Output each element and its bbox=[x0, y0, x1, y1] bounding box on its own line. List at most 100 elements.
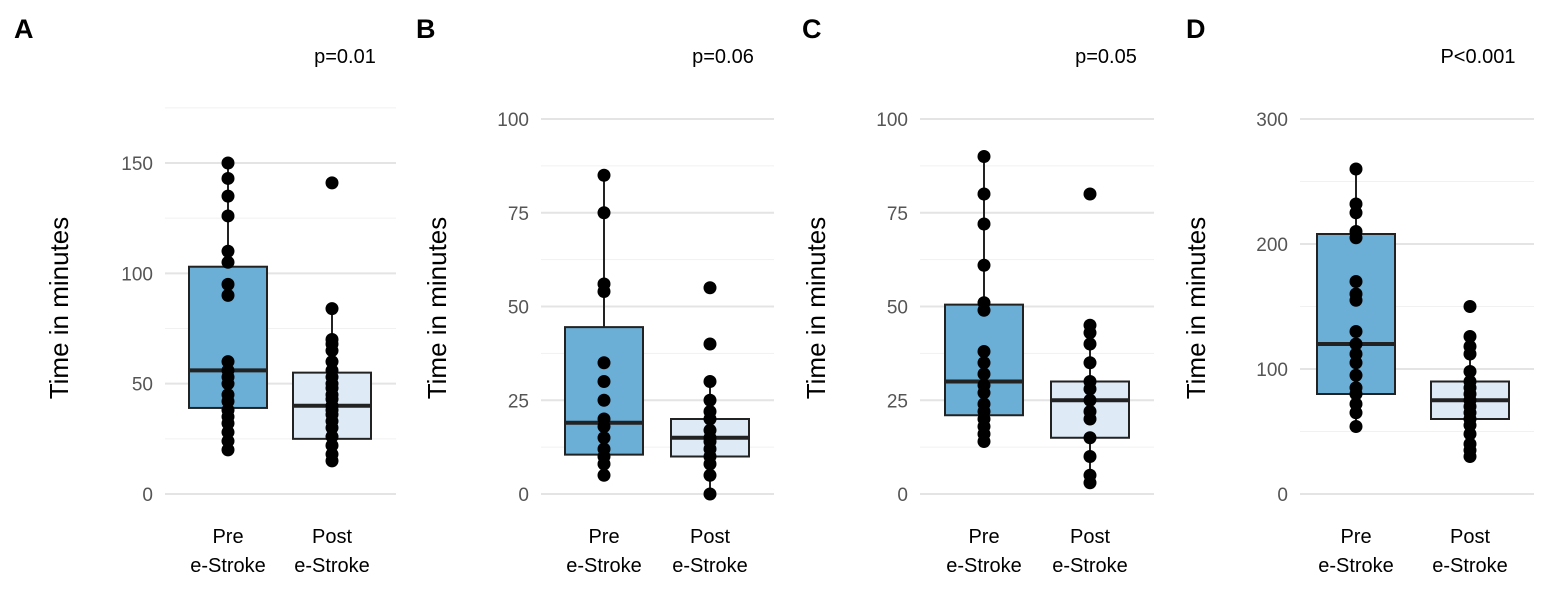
data-point bbox=[221, 388, 235, 402]
data-point bbox=[597, 468, 611, 482]
data-point bbox=[1349, 347, 1363, 361]
y-tick-label: 100 bbox=[876, 110, 908, 131]
data-point bbox=[1083, 468, 1097, 482]
data-point bbox=[1083, 337, 1097, 351]
data-point bbox=[221, 209, 235, 223]
data-point bbox=[1349, 337, 1363, 351]
y-tick-label: 300 bbox=[1256, 110, 1288, 131]
data-point bbox=[221, 277, 235, 291]
data-point bbox=[221, 255, 235, 269]
data-point bbox=[1349, 420, 1363, 433]
data-point bbox=[977, 356, 991, 370]
data-point bbox=[703, 423, 717, 437]
x-category-label: e-Stroke bbox=[946, 555, 1022, 577]
data-point bbox=[703, 468, 717, 482]
data-point bbox=[1463, 437, 1477, 451]
x-category-label: Pre bbox=[588, 526, 619, 548]
data-point bbox=[1083, 431, 1097, 445]
data-point bbox=[703, 393, 717, 407]
panel-letter: C bbox=[802, 14, 822, 44]
x-category-label: e-Stroke bbox=[294, 555, 370, 577]
data-point bbox=[703, 281, 717, 295]
y-axis-label: Time in minutes bbox=[44, 217, 74, 400]
panel-d: D P<0.001 0 100 200 300 Time in minutes Pre e-St… bbox=[1181, 14, 1534, 577]
y-tick-label: 0 bbox=[897, 485, 908, 506]
x-category-label: Post bbox=[312, 526, 352, 548]
x-category-label: Post bbox=[1070, 526, 1110, 548]
panel-b: Bp=0.06 0 25 50 75 100 Time in minutes Pre e-Str… bbox=[416, 14, 774, 577]
y-tick-label: 50 bbox=[132, 375, 153, 396]
data-point bbox=[597, 356, 611, 370]
data-point bbox=[597, 168, 611, 182]
data-point bbox=[597, 442, 611, 456]
x-category-label: Pre bbox=[212, 526, 243, 548]
data-point bbox=[977, 296, 991, 310]
data-point bbox=[703, 375, 717, 388]
data-point bbox=[1463, 340, 1477, 353]
data-point bbox=[1463, 330, 1477, 343]
data-point bbox=[221, 288, 235, 302]
data-point bbox=[1463, 375, 1477, 388]
x-category-label: e-Stroke bbox=[190, 555, 266, 577]
data-point bbox=[325, 355, 339, 369]
data-point bbox=[977, 258, 991, 272]
data-point bbox=[977, 345, 991, 358]
panel-a: Ap=0.01 0 50 100 150 Time in minutes Pre e-Stro… bbox=[14, 14, 396, 577]
y-tick-label: 200 bbox=[1256, 235, 1288, 256]
data-point bbox=[977, 150, 991, 163]
data-point bbox=[1349, 381, 1363, 395]
p-value-label: p=0.05 bbox=[1075, 46, 1137, 68]
y-tick-label: 0 bbox=[518, 485, 529, 506]
data-point bbox=[1083, 405, 1097, 418]
data-point bbox=[977, 187, 991, 201]
data-point bbox=[1083, 393, 1097, 407]
y-tick-label: 25 bbox=[887, 391, 908, 412]
data-point bbox=[703, 337, 717, 351]
data-point bbox=[221, 156, 235, 170]
panel-letter: B bbox=[416, 14, 436, 44]
y-axis-label: Time in minutes bbox=[1181, 217, 1211, 400]
p-value-label: p=0.01 bbox=[314, 46, 376, 68]
data-point bbox=[325, 302, 339, 316]
data-point bbox=[1349, 287, 1363, 301]
data-point bbox=[597, 206, 611, 220]
x-category-label: Post bbox=[1450, 526, 1490, 548]
data-point bbox=[1349, 397, 1363, 411]
data-point bbox=[597, 393, 611, 407]
data-point bbox=[221, 171, 235, 185]
data-point bbox=[221, 244, 235, 258]
p-value-label: p=0.06 bbox=[692, 46, 754, 68]
data-point bbox=[703, 487, 717, 501]
data-point bbox=[597, 431, 611, 445]
data-point bbox=[1349, 197, 1363, 211]
y-axis-label: Time in minutes bbox=[422, 217, 452, 400]
data-point bbox=[1349, 275, 1363, 288]
data-point bbox=[221, 189, 235, 203]
x-category-label: e-Stroke bbox=[1318, 555, 1394, 577]
data-point bbox=[221, 355, 235, 369]
y-tick-label: 100 bbox=[1256, 360, 1288, 381]
data-point bbox=[1083, 450, 1097, 463]
data-point bbox=[977, 378, 991, 392]
data-point bbox=[1083, 356, 1097, 370]
data-point bbox=[1349, 368, 1363, 382]
data-point bbox=[1349, 325, 1363, 338]
data-point bbox=[597, 375, 611, 388]
x-category-label: Pre bbox=[1340, 526, 1371, 548]
panel-letter: D bbox=[1186, 14, 1206, 44]
y-tick-label: 50 bbox=[887, 298, 908, 319]
data-point bbox=[1349, 225, 1363, 238]
x-category-label: e-Stroke bbox=[672, 555, 748, 577]
y-tick-label: 100 bbox=[121, 264, 153, 285]
y-tick-label: 0 bbox=[142, 485, 153, 506]
data-point bbox=[1349, 162, 1363, 176]
y-tick-label: 25 bbox=[508, 391, 529, 412]
panel-letter: A bbox=[14, 14, 34, 44]
y-tick-label: 75 bbox=[887, 204, 908, 225]
x-category-label: e-Stroke bbox=[1052, 555, 1128, 577]
y-tick-label: 75 bbox=[508, 204, 529, 225]
data-point bbox=[597, 412, 611, 426]
x-category-label: e-Stroke bbox=[566, 555, 642, 577]
